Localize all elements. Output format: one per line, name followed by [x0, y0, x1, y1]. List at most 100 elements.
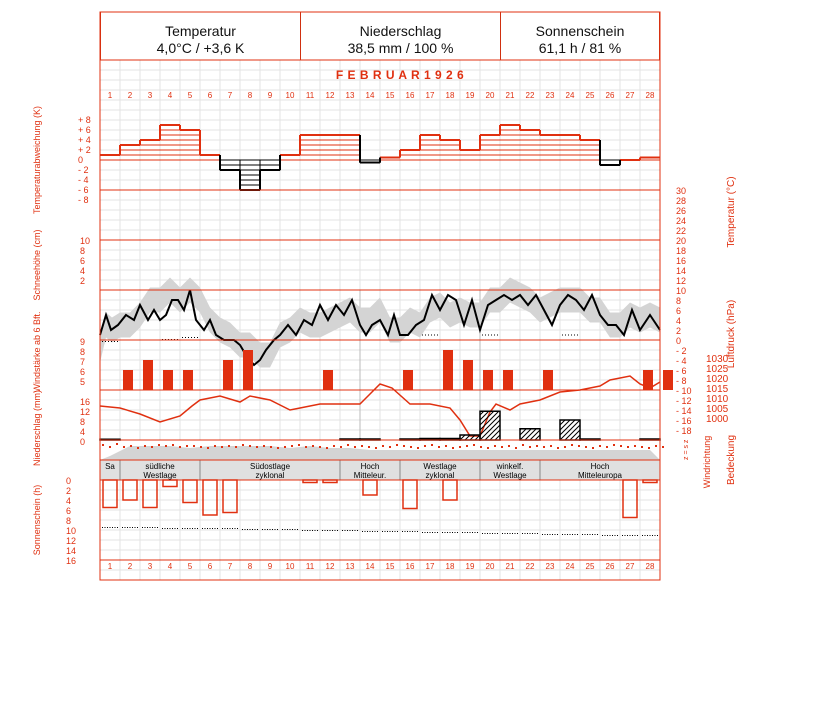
precipitation-tick: 0 — [80, 437, 85, 447]
wind-direction-dot — [564, 446, 566, 448]
precipitation-bar — [559, 419, 581, 441]
wind-direction-dot — [256, 446, 258, 448]
day-label-bottom: 20 — [486, 562, 495, 571]
wind-direction-dot — [207, 447, 209, 449]
wind-direction-dot — [200, 446, 202, 448]
wind-direction-dot — [305, 446, 307, 448]
day-label-top: 27 — [626, 91, 635, 100]
snow-tick: 8 — [80, 246, 85, 256]
temperature-tick: - 2 — [676, 346, 687, 356]
wind-direction-dot — [606, 446, 608, 448]
wind-direction-dot — [403, 445, 405, 447]
axis-title-snow: Schneehöhe (cm) — [32, 229, 42, 300]
chart-labels: F E B R U A R 1 9 2 61122334455667788991… — [32, 68, 737, 571]
header-temperature: Temperatur 4,0°C / +3,6 K — [100, 12, 301, 60]
snow-tick: 4 — [80, 266, 85, 276]
temperature-tick: 8 — [676, 296, 681, 306]
axis-title-precipitation: Niederschlag (mm) — [32, 390, 42, 466]
wind-tick: 6 — [80, 367, 85, 377]
day-label-bottom: 6 — [208, 562, 213, 571]
wind-bar — [443, 350, 453, 390]
wind-direction-dot — [235, 446, 237, 448]
wind-direction-dot — [452, 447, 454, 449]
temperature-tick: 18 — [676, 246, 686, 256]
wind-bar — [163, 370, 173, 390]
temperature-tick: - 12 — [676, 396, 692, 406]
deviation-tick: - 4 — [78, 175, 89, 185]
pressure-tick: 1000 — [706, 414, 729, 425]
header-precipitation-label: Niederschlag — [359, 23, 442, 39]
sunshine-tick: 2 — [66, 486, 71, 496]
wind-direction-dot — [487, 447, 489, 449]
wind-tick: 7 — [80, 357, 85, 367]
axis-title-deviation: Temperaturabweichung (K) — [32, 106, 42, 214]
wind-direction-dot — [620, 445, 622, 447]
temperature-line — [99, 289, 661, 367]
day-label-top: 22 — [526, 91, 535, 100]
day-label-bottom: 21 — [506, 562, 515, 571]
wind-direction-dot — [179, 446, 181, 448]
wind-direction-dot — [375, 447, 377, 449]
day-label-top: 7 — [228, 91, 233, 100]
wind-bar — [143, 360, 153, 390]
temperature-tick: 30 — [676, 186, 686, 196]
day-label-top: 9 — [268, 91, 273, 100]
weather-type-label: zyklonal — [256, 471, 285, 480]
pressure-tick: 1005 — [706, 404, 729, 415]
day-label-bottom: 16 — [406, 562, 415, 571]
temperature-tick: 0 — [676, 336, 681, 346]
wind-direction-dot — [613, 444, 615, 446]
wind-direction-dot — [151, 446, 153, 448]
wind-direction-dot — [543, 446, 545, 448]
wind-direction-dot — [592, 447, 594, 449]
wind-direction-dot — [501, 446, 503, 448]
wind-direction-dot — [466, 445, 468, 447]
axis-title-pressure: Luftdruck (hPa) — [726, 300, 737, 368]
precipitation-tick: 12 — [80, 407, 90, 417]
weather-type-label: winkelf. — [496, 462, 524, 471]
wind-direction-dot — [634, 445, 636, 447]
z-code-label: z = s z — [683, 439, 690, 460]
pressure-tick: 1030 — [706, 354, 729, 365]
temperature-tick: 26 — [676, 206, 686, 216]
sunshine-bar — [182, 479, 198, 504]
wind-direction-dot — [557, 447, 559, 449]
day-label-bottom: 18 — [446, 562, 455, 571]
day-label-top: 28 — [646, 91, 655, 100]
wind-direction-dot — [298, 444, 300, 446]
wind-bar — [323, 370, 333, 390]
day-label-top: 6 — [208, 91, 213, 100]
pressure-tick: 1025 — [706, 364, 729, 375]
weather-type-label: Westlage — [423, 462, 457, 471]
wind-direction-dot — [172, 444, 174, 446]
temperature-tick: - 10 — [676, 386, 692, 396]
day-label-top: 10 — [286, 91, 295, 100]
wind-direction-dot — [368, 446, 370, 448]
wind-direction-dot — [515, 447, 517, 449]
deviation-negative-box — [359, 159, 381, 163]
wind-direction-dot — [186, 445, 188, 447]
sunshine-tick: 16 — [66, 556, 76, 566]
day-label-bottom: 22 — [526, 562, 535, 571]
temperature-tick: 4 — [676, 316, 681, 326]
temperature-tick: 12 — [676, 276, 686, 286]
temperature-tick: 16 — [676, 256, 686, 266]
day-label-top: 4 — [168, 91, 173, 100]
wind-bar — [543, 370, 553, 390]
precipitation-tick: 4 — [80, 427, 85, 437]
precipitation-tick: 16 — [80, 397, 90, 407]
wind-direction-dot — [165, 445, 167, 447]
wind-direction-dot — [627, 446, 629, 448]
wind-direction-dot — [550, 445, 552, 447]
sunshine-tick: 8 — [66, 516, 71, 526]
header-sunshine-value: 61,1 h / 81 % — [538, 40, 622, 56]
day-label-bottom: 14 — [366, 562, 375, 571]
wind-direction-dot — [326, 447, 328, 449]
day-label-top: 1 — [108, 91, 113, 100]
wind-direction-dot — [641, 446, 643, 448]
wind-direction-dot — [431, 444, 433, 446]
weather-type-label: Westlage — [143, 471, 177, 480]
day-label-bottom: 26 — [606, 562, 615, 571]
temperature-tick: 22 — [676, 226, 686, 236]
header-temperature-label: Temperatur — [165, 23, 236, 39]
